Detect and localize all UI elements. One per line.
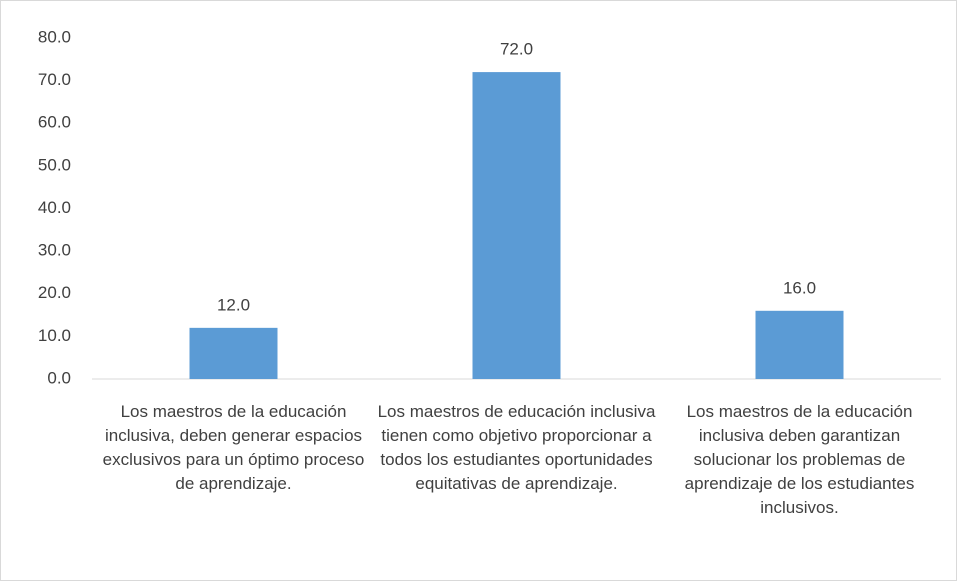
y-tick-label: 30.0 bbox=[38, 241, 71, 260]
bar bbox=[189, 327, 278, 379]
data-label: 16.0 bbox=[783, 278, 816, 297]
y-tick-label: 60.0 bbox=[38, 113, 71, 132]
y-tick-label: 20.0 bbox=[38, 283, 71, 302]
bar bbox=[472, 72, 561, 379]
x-tick-label: Los maestros de la educación inclusiva, … bbox=[102, 402, 365, 493]
bar bbox=[755, 310, 844, 379]
y-tick-label: 10.0 bbox=[38, 326, 71, 345]
y-tick-label: 70.0 bbox=[38, 70, 71, 89]
y-tick-label: 50.0 bbox=[38, 155, 71, 174]
y-tick-label: 0.0 bbox=[47, 368, 71, 387]
data-label: 72.0 bbox=[500, 40, 533, 59]
y-tick-label: 40.0 bbox=[38, 198, 71, 217]
y-tick-label: 80.0 bbox=[38, 27, 71, 46]
x-tick-label: Los maestros de la educación inclusiva d… bbox=[684, 402, 915, 517]
data-label: 12.0 bbox=[217, 295, 250, 314]
x-tick-label: Los maestros de educación inclusiva tien… bbox=[377, 402, 656, 493]
